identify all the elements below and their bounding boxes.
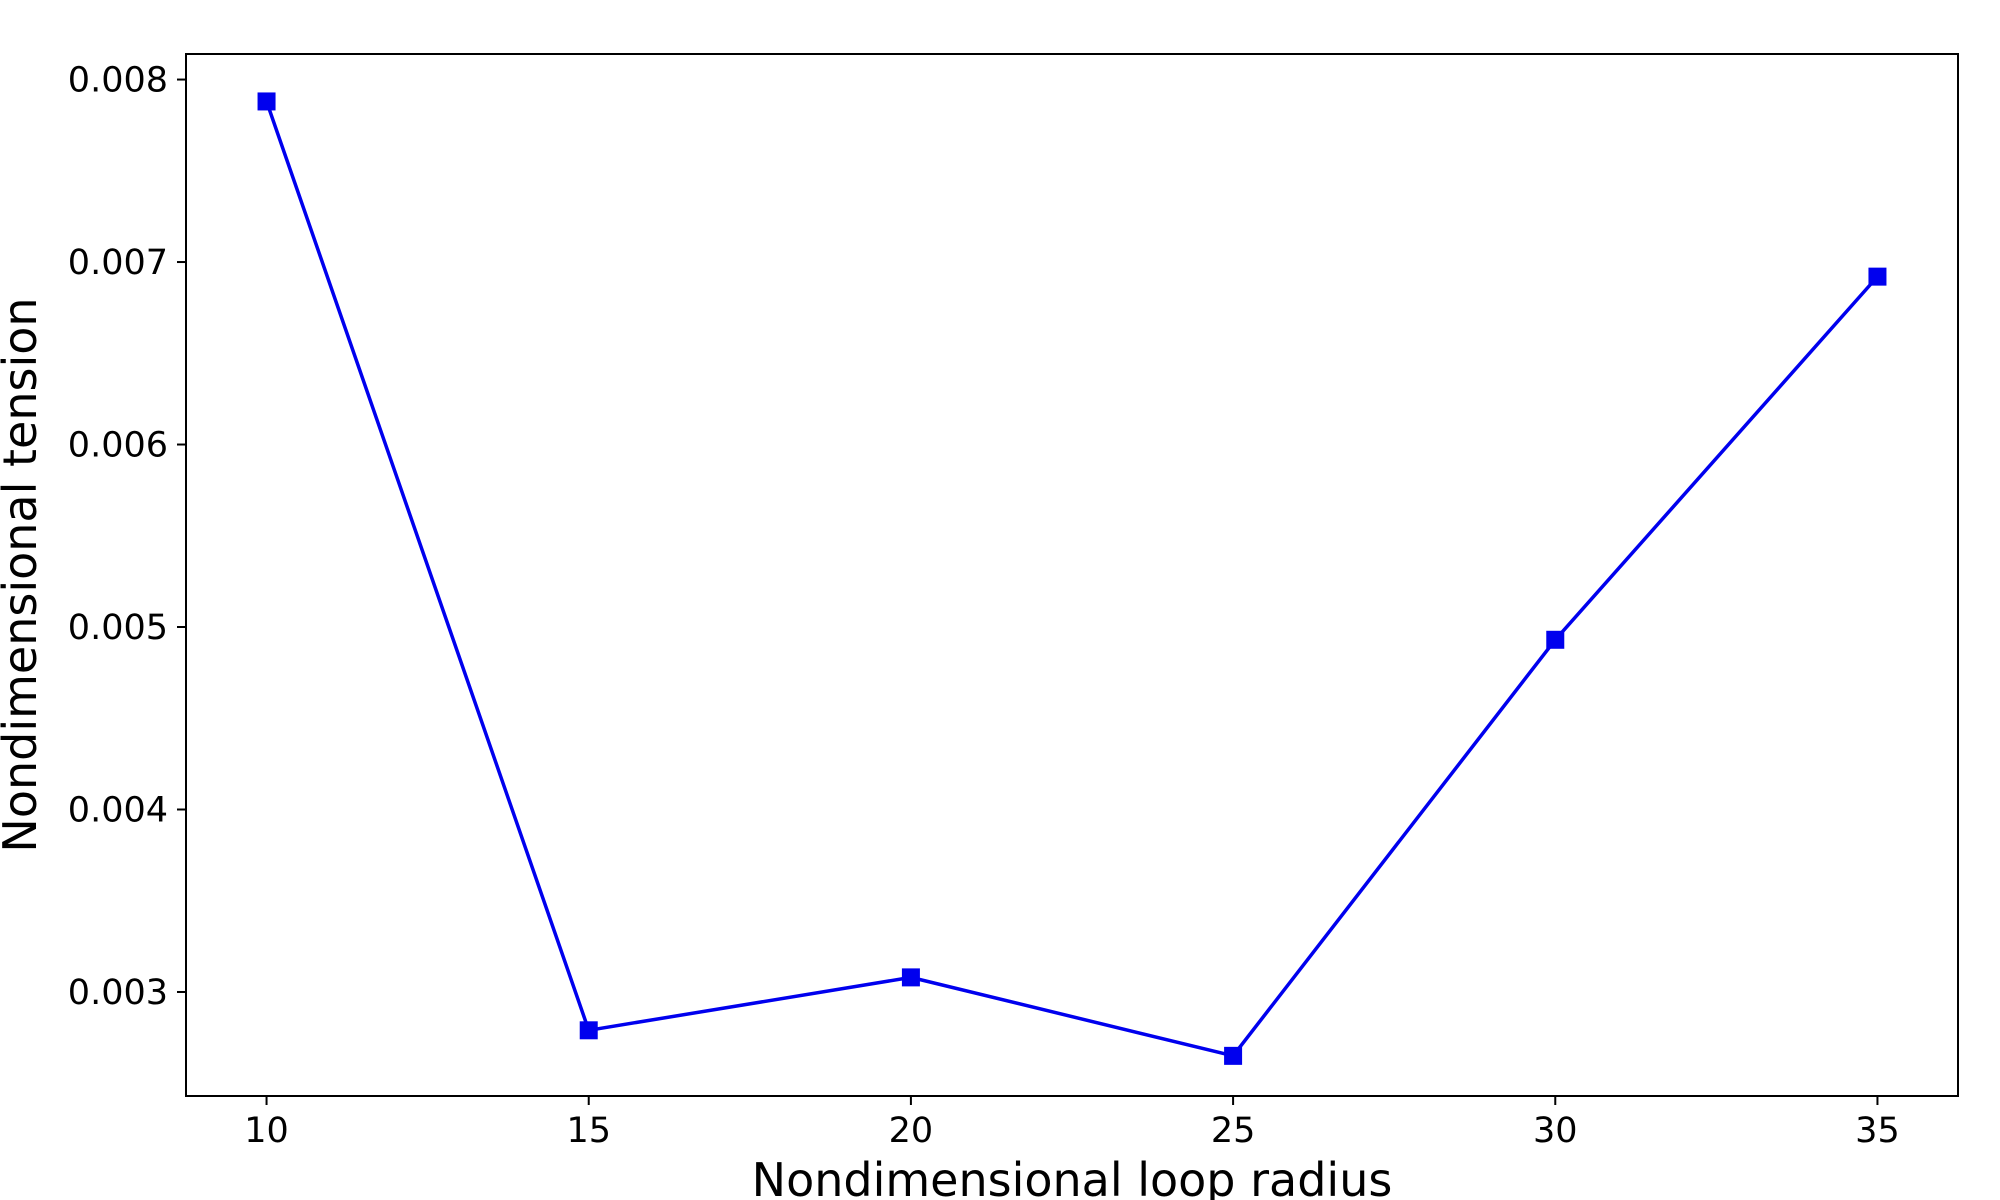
x-tick-label: 15 xyxy=(566,1111,611,1151)
y-tick-label: 0.005 xyxy=(68,608,168,648)
y-tick-label: 0.008 xyxy=(68,61,168,101)
y-axis-label: Nondimensional tension xyxy=(0,297,47,852)
y-tick-label: 0.007 xyxy=(68,243,168,283)
x-axis-label: Nondimensional loop radius xyxy=(752,1153,1393,1200)
data-point-marker xyxy=(1546,630,1565,649)
plot-frame xyxy=(185,53,1959,1097)
data-point-marker xyxy=(901,968,920,987)
y-tick-label: 0.004 xyxy=(68,790,168,830)
x-tick-label: 30 xyxy=(1533,1111,1578,1151)
series-line xyxy=(264,100,1879,1058)
y-tick-label: 0.006 xyxy=(68,426,168,466)
data-point-marker xyxy=(257,92,276,111)
x-axis-ticks: 10 15 20 25 30 35 xyxy=(244,1096,1900,1151)
x-tick-label: 25 xyxy=(1211,1111,1256,1151)
y-tick-label: 0.003 xyxy=(68,973,168,1013)
series-layer xyxy=(257,92,1887,1065)
x-tick-label: 20 xyxy=(889,1111,934,1151)
y-axis-ticks: 0.003 0.004 0.005 0.006 0.007 0.008 xyxy=(68,61,186,1013)
x-tick-label: 35 xyxy=(1855,1111,1900,1151)
x-tick-label: 10 xyxy=(244,1111,289,1151)
data-point-marker xyxy=(1868,267,1887,286)
data-point-marker xyxy=(1224,1046,1243,1065)
data-point-marker xyxy=(579,1021,598,1040)
